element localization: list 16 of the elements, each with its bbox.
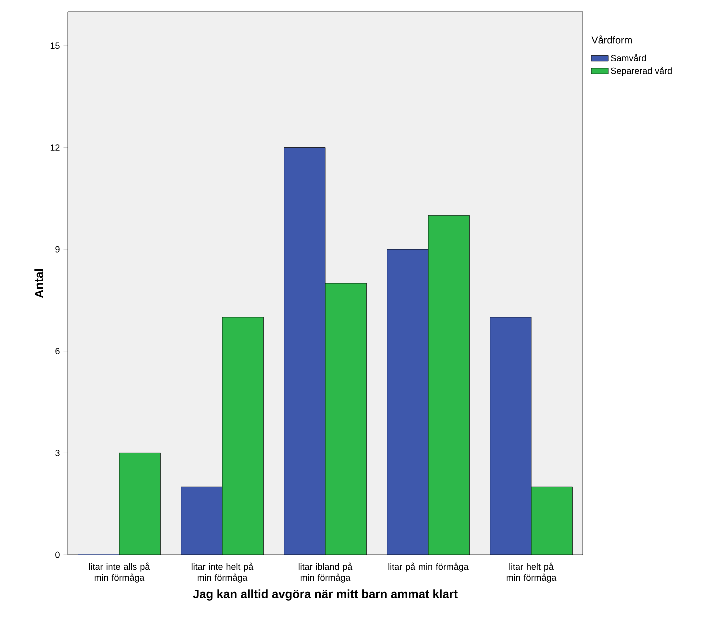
x-tick-label: litar inte helt på min förmåga bbox=[192, 562, 254, 583]
legend-label: Samvård bbox=[611, 54, 646, 62]
y-tick-label: 3 bbox=[56, 450, 60, 456]
y-axis-title: Antal bbox=[34, 269, 44, 298]
legend-label: Separerad vård bbox=[611, 66, 672, 76]
x-tick-label: litar helt på min förmåga bbox=[506, 562, 557, 583]
y-tick-label: 9 bbox=[56, 246, 60, 253]
x-tick-label: litar på min förmåga bbox=[388, 562, 469, 572]
x-tick-label: litar inte alls på min förmåga bbox=[89, 562, 150, 583]
y-tick-label: 0 bbox=[56, 552, 60, 558]
y-tick-label: 12 bbox=[50, 144, 60, 151]
y-tick-label: 15 bbox=[50, 42, 60, 50]
x-axis-title: Jag kan alltid avgöra när mitt barn ammat klart bbox=[193, 590, 458, 601]
y-tick-label: 6 bbox=[56, 348, 60, 355]
legend-title: Vårdform bbox=[592, 36, 632, 44]
x-tick-label: litar ibland på min förmåga bbox=[298, 562, 353, 583]
